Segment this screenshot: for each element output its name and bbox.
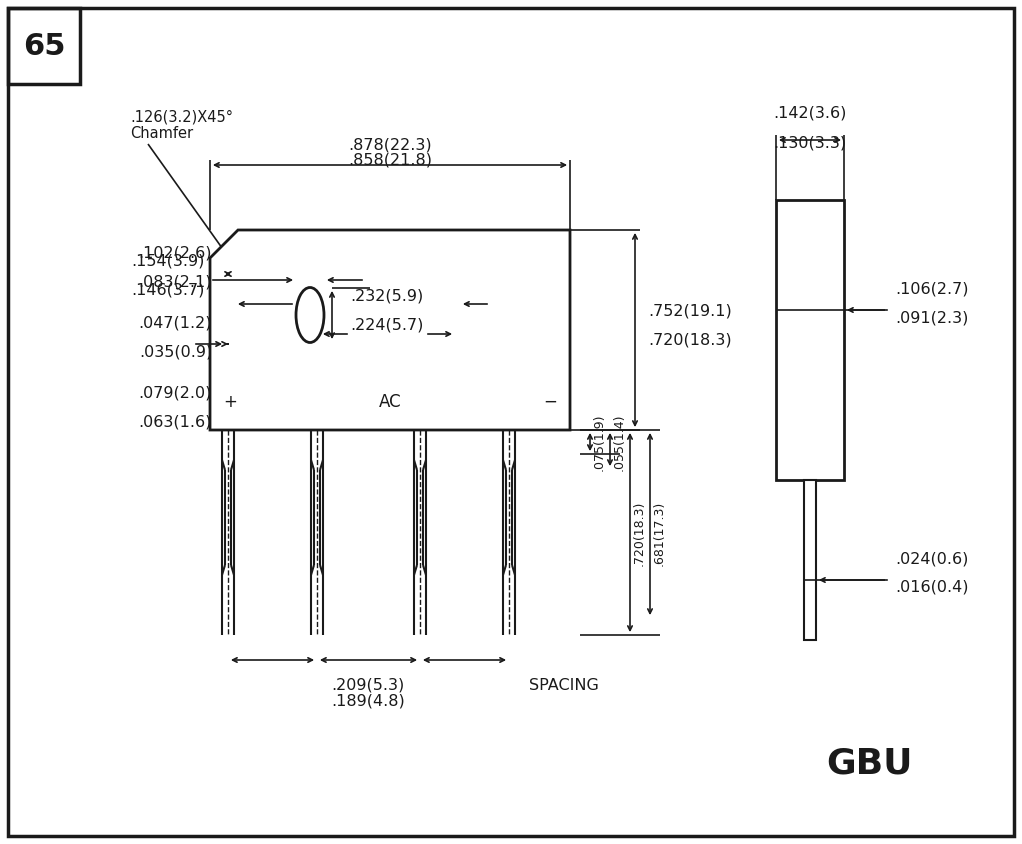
Text: .079(2.0): .079(2.0) bbox=[139, 385, 212, 400]
Text: .209(5.3): .209(5.3) bbox=[331, 678, 405, 693]
Text: .130(3.3): .130(3.3) bbox=[774, 135, 846, 150]
Text: 65: 65 bbox=[22, 31, 65, 61]
Text: .016(0.4): .016(0.4) bbox=[895, 580, 969, 595]
Text: .035(0.9): .035(0.9) bbox=[139, 344, 212, 359]
Text: .681(17.3): .681(17.3) bbox=[653, 500, 666, 565]
Text: .858(21.8): .858(21.8) bbox=[349, 153, 432, 167]
Text: .232(5.9): .232(5.9) bbox=[351, 288, 424, 303]
Text: .083(2.1): .083(2.1) bbox=[139, 274, 212, 289]
Text: .102(2.6): .102(2.6) bbox=[139, 245, 212, 260]
Text: .106(2.7): .106(2.7) bbox=[895, 281, 969, 296]
Text: −: − bbox=[543, 393, 557, 411]
Text: .154(3.9): .154(3.9) bbox=[132, 253, 205, 268]
Text: .055(1.4): .055(1.4) bbox=[613, 414, 626, 471]
Text: .063(1.6): .063(1.6) bbox=[139, 414, 212, 429]
Text: .126(3.2)X45°: .126(3.2)X45° bbox=[130, 109, 233, 124]
Text: .720(18.3): .720(18.3) bbox=[648, 332, 732, 347]
Text: .091(2.3): .091(2.3) bbox=[895, 310, 969, 325]
Text: .024(0.6): .024(0.6) bbox=[895, 551, 969, 566]
Text: .878(22.3): .878(22.3) bbox=[349, 138, 432, 153]
Text: .189(4.8): .189(4.8) bbox=[331, 693, 405, 708]
Text: Chamfer: Chamfer bbox=[130, 126, 193, 141]
Text: GBU: GBU bbox=[827, 747, 914, 781]
Bar bbox=[8, 8, 80, 84]
Text: .224(5.7): .224(5.7) bbox=[351, 317, 424, 332]
Text: .142(3.6): .142(3.6) bbox=[774, 105, 846, 120]
Text: .752(19.1): .752(19.1) bbox=[648, 303, 732, 318]
Text: +: + bbox=[223, 393, 237, 411]
Text: .146(3.7): .146(3.7) bbox=[132, 282, 205, 297]
Text: .047(1.2): .047(1.2) bbox=[139, 315, 212, 330]
Bar bbox=[776, 200, 844, 480]
Text: AC: AC bbox=[379, 393, 402, 411]
Text: SPACING: SPACING bbox=[529, 678, 599, 693]
Text: .075(1.9): .075(1.9) bbox=[593, 414, 606, 471]
Bar bbox=[804, 480, 816, 640]
Text: .720(18.3): .720(18.3) bbox=[633, 500, 646, 565]
